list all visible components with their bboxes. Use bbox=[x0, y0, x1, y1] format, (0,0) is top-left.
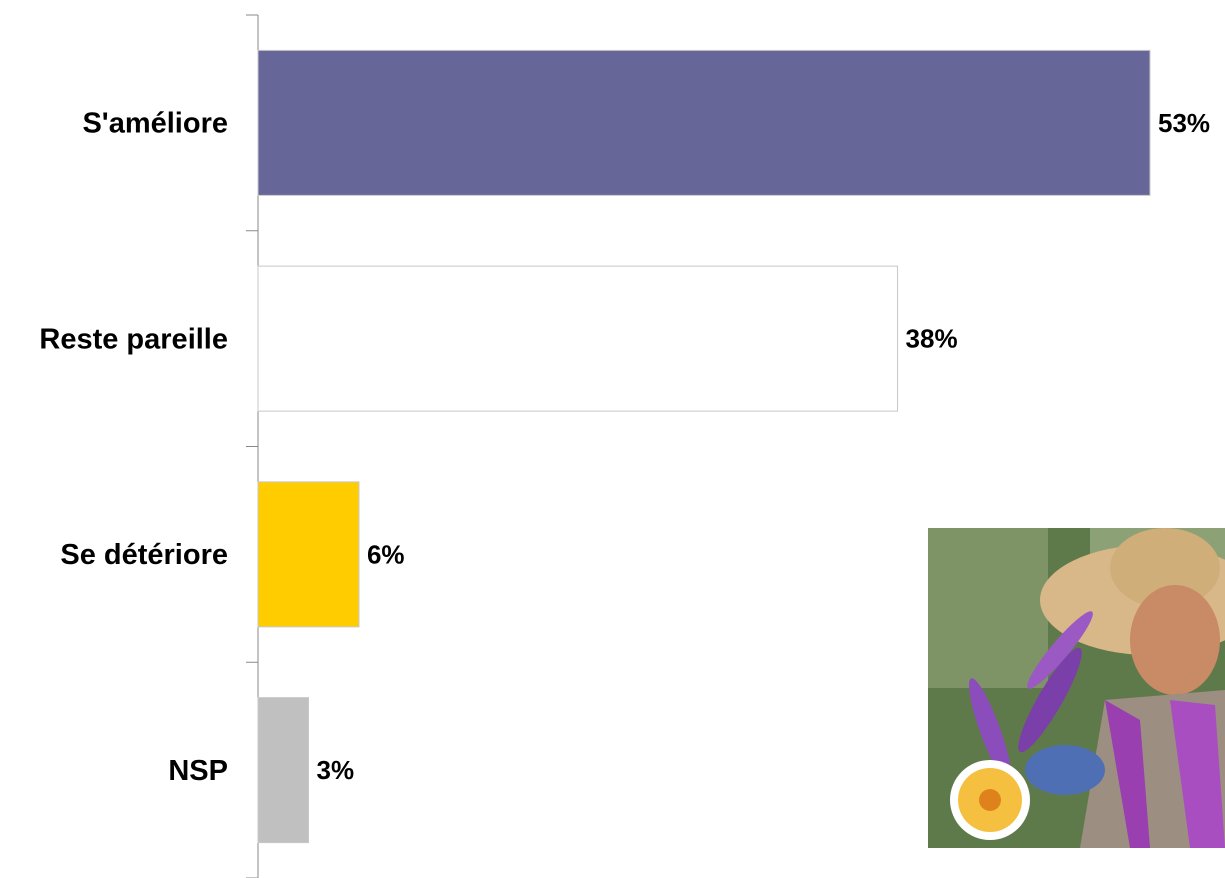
value-label: 53% bbox=[1158, 108, 1210, 138]
photo bbox=[928, 528, 1225, 848]
bar bbox=[257, 49, 1151, 196]
category-label: S'améliore bbox=[82, 108, 228, 140]
value-label: 6% bbox=[367, 539, 405, 569]
value-label: 38% bbox=[906, 324, 958, 354]
bar bbox=[257, 697, 309, 844]
bar bbox=[257, 265, 899, 412]
category-label: Se détériore bbox=[60, 539, 228, 571]
category-label: Reste pareille bbox=[39, 323, 228, 355]
category-label: NSP bbox=[168, 755, 228, 787]
value-label: 3% bbox=[316, 755, 354, 785]
bar bbox=[257, 481, 360, 628]
